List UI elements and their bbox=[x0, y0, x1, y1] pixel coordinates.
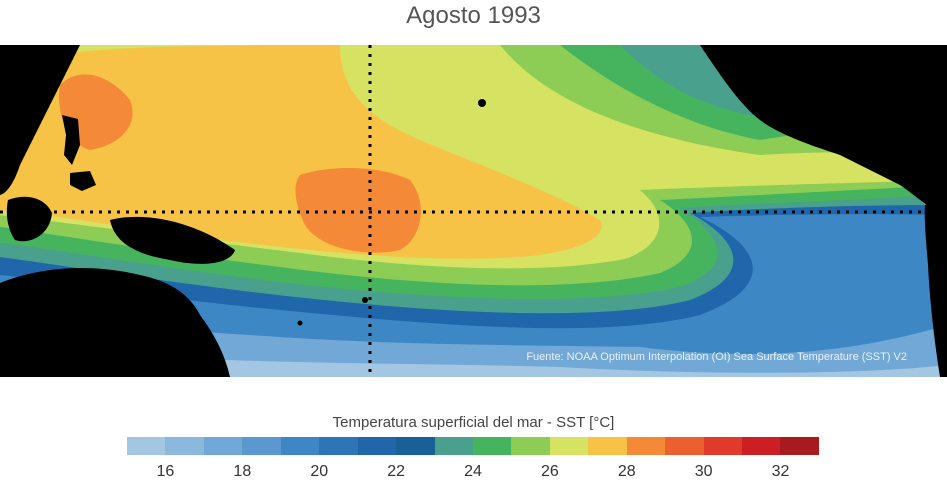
sst-band-28 bbox=[0, 45, 602, 259]
colorbar-tick-label: 26 bbox=[540, 463, 559, 480]
colorbar-swatch bbox=[319, 437, 358, 455]
colorbar-swatch bbox=[434, 437, 473, 455]
colorbar-swatch bbox=[280, 437, 320, 455]
colorbar-label: Temperatura superficial del mar - SST [°… bbox=[332, 414, 615, 431]
sst-map bbox=[0, 45, 947, 377]
colorbar-swatch bbox=[165, 437, 204, 455]
colorbar-swatch bbox=[626, 437, 666, 455]
borneo-island bbox=[6, 196, 53, 242]
new-guinea-island bbox=[110, 216, 235, 264]
south-america-coast bbox=[924, 200, 947, 377]
australia-landmass bbox=[0, 268, 230, 377]
colorbar-swatch bbox=[703, 437, 742, 455]
colorbar-swatch bbox=[742, 437, 781, 455]
landmass-group bbox=[0, 45, 947, 377]
colorbar-tick-label: 30 bbox=[694, 463, 713, 480]
colorbar-swatch bbox=[665, 437, 704, 455]
colorbar-swatch bbox=[203, 437, 243, 455]
map-title: Agosto 1993 bbox=[406, 2, 541, 29]
colorbar-ticks: 16 18 20 22 24 26 28 30 32 bbox=[127, 463, 819, 481]
colorbar-swatch bbox=[396, 437, 435, 455]
colorbar-swatch bbox=[588, 437, 627, 455]
philippines-islands bbox=[62, 115, 96, 191]
pacific-island bbox=[297, 320, 303, 326]
colorbar-tick-label: 22 bbox=[387, 463, 405, 480]
colorbar bbox=[127, 437, 819, 455]
colorbar-swatch bbox=[780, 437, 819, 455]
colorbar-tick-label: 18 bbox=[233, 463, 252, 480]
americas-landmass bbox=[700, 45, 947, 215]
asia-landmass bbox=[0, 45, 80, 195]
source-note: Fuente: NOAA Optimum Interpolation (OI) … bbox=[526, 351, 907, 363]
colorbar-tick-label: 16 bbox=[156, 463, 175, 480]
colorbar-swatch bbox=[511, 437, 550, 455]
colorbar-tick-label: 24 bbox=[464, 463, 482, 480]
colorbar-swatch bbox=[472, 437, 512, 455]
colorbar-tick-label: 20 bbox=[310, 463, 329, 480]
colorbar-tick-label: 28 bbox=[617, 463, 636, 480]
pacific-island bbox=[362, 297, 368, 303]
colorbar-tick-label: 32 bbox=[771, 463, 790, 480]
colorbar-swatch bbox=[357, 437, 397, 455]
hawaii-islands bbox=[478, 99, 486, 107]
colorbar-swatch bbox=[127, 437, 166, 455]
colorbar-swatch bbox=[242, 437, 281, 455]
colorbar-swatch bbox=[549, 437, 589, 455]
